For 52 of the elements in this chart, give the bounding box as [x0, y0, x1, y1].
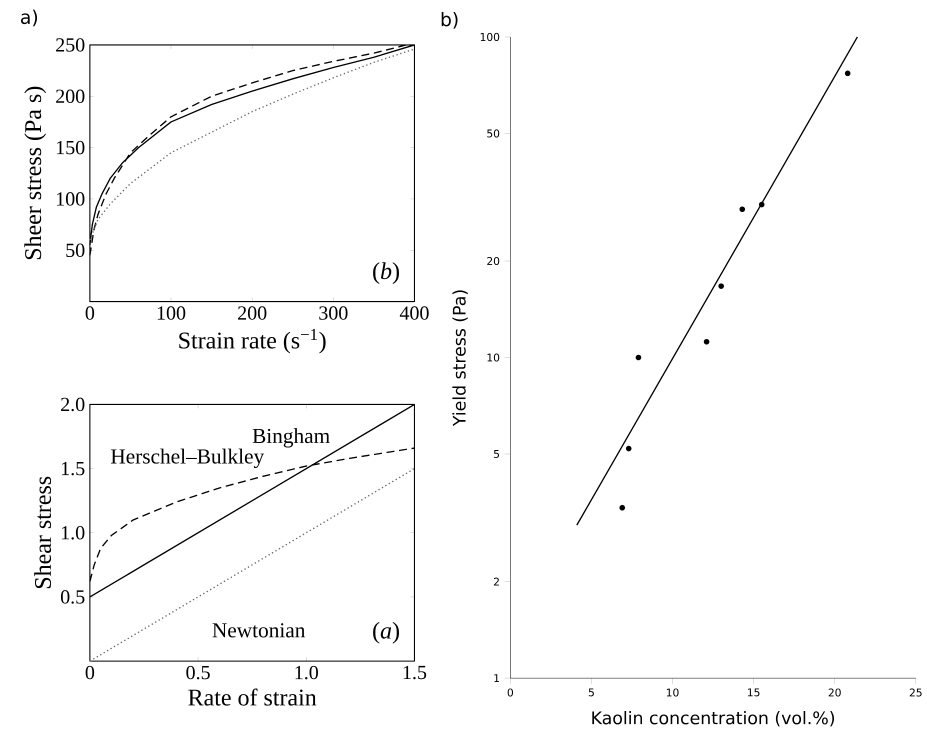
x-axis-title: Rate of strain: [188, 688, 316, 706]
series-label: Herschel–Bulkley: [110, 448, 264, 468]
point: [718, 283, 724, 289]
y-tick-label: 50: [66, 244, 84, 257]
y-tick-label: 150: [56, 140, 84, 154]
point: [758, 202, 765, 208]
x-tick-label: 0: [86, 666, 94, 680]
text: a): [21, 10, 38, 26]
y-tick-label: 1.0: [62, 526, 84, 540]
y-tick-label: 100: [56, 192, 84, 206]
x-tick-label: 0.5: [186, 666, 210, 680]
x-tick-label: 200: [238, 306, 266, 320]
y-tick-label: 20: [487, 256, 500, 266]
x-tick-label: 10: [666, 688, 679, 697]
point: [636, 354, 642, 360]
x-tick-label: 1.0: [296, 666, 318, 680]
series-label: Bingham: [252, 428, 330, 448]
x-tick-label: 25: [910, 688, 922, 697]
point: [844, 70, 850, 76]
point: [619, 504, 626, 511]
y-tick-label: 10: [488, 353, 500, 362]
y-tick-label: 5: [494, 450, 500, 458]
x-tick-label: 0: [508, 688, 514, 697]
y-tick-label: 250: [56, 38, 84, 52]
y-tick-label: 50: [487, 129, 500, 138]
y-tick-label: 200: [56, 90, 84, 103]
point: [626, 446, 632, 452]
y-axis-title: Yield stress (Pa): [452, 290, 468, 426]
y-tick-label: 2.0: [61, 398, 84, 412]
x-tick-label: 400: [400, 306, 429, 320]
annotation: (a): [373, 622, 399, 644]
x-tick-label: 15: [748, 688, 760, 696]
x-tick-label: 100: [158, 306, 186, 320]
point: [704, 338, 710, 345]
x-tick-label: 5: [588, 688, 594, 696]
x-tick-label: 20: [828, 688, 841, 697]
x-axis-title: Kaolin concentration (vol.%): [592, 711, 834, 726]
y-tick-label: 2: [494, 578, 499, 586]
y-axis-title: Sheer stress (Pa s): [24, 86, 46, 260]
point: [739, 206, 746, 212]
x-tick-label: 1.5: [404, 666, 426, 680]
series-label: Newtonian: [212, 623, 306, 638]
text: b): [442, 12, 458, 29]
annotation: (b): [373, 262, 399, 284]
y-tick-label: 1: [494, 674, 499, 682]
x-tick-label: 0: [86, 306, 94, 320]
y-tick-label: 0.5: [60, 590, 84, 604]
y-tick-label: 100: [480, 32, 500, 41]
x-tick-label: 300: [319, 306, 348, 320]
y-axis-title: Shear stress: [34, 476, 52, 588]
x-axis-title: Strain rate (s$^{−1}$): [179, 328, 326, 354]
y-tick-label: 1.5: [62, 462, 84, 476]
